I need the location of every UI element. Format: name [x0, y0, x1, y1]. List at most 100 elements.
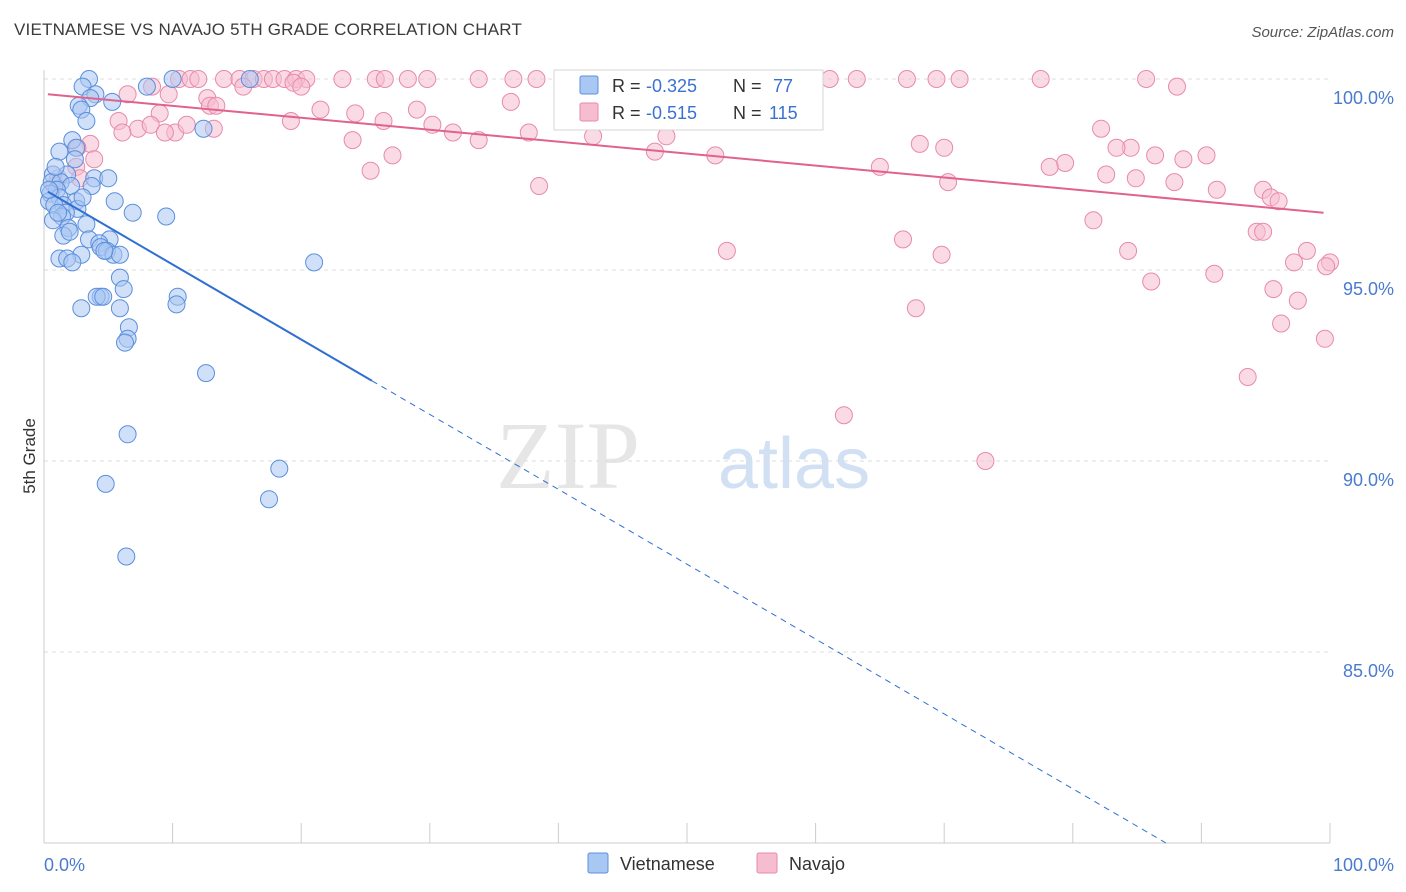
navajo-point [820, 70, 839, 88]
vietnamese-point [167, 295, 186, 314]
vietnamese-point [305, 253, 324, 272]
trend-lines [47, 93, 1324, 844]
legend-n-value-vietnamese: 77 [773, 76, 793, 96]
navajo-point [215, 70, 233, 88]
navajo-point [976, 452, 995, 470]
navajo-point [1207, 180, 1226, 199]
x-axis-ticks [43, 823, 1331, 843]
navajo-point [906, 299, 925, 318]
navajo-point [1315, 329, 1334, 348]
y-tick-label-100: 100.0% [1333, 88, 1394, 108]
vietnamese-point [72, 299, 91, 318]
vietnamese-point [117, 547, 136, 566]
navajo-point [1137, 70, 1156, 88]
vietnamese-point [240, 70, 259, 88]
y-tick-label-90: 90.0% [1343, 470, 1394, 490]
navajo-point [501, 92, 520, 111]
navajo-point [1174, 150, 1193, 169]
legend-swatch-navajo [579, 102, 599, 122]
navajo-point [927, 70, 946, 88]
vietnamese-point [96, 474, 115, 493]
navajo-point [1264, 280, 1283, 299]
navajo-point [519, 123, 538, 142]
navajo-point [292, 77, 311, 96]
y-tick-label-95: 95.0% [1343, 279, 1394, 299]
vietnamese-point [105, 192, 124, 211]
navajo-point [1142, 272, 1161, 291]
navajo-point [1107, 138, 1126, 157]
navajo-point [504, 70, 523, 88]
vietnamese-point [46, 157, 65, 176]
navajo-point [361, 161, 380, 180]
navajo-point [1056, 154, 1075, 172]
watermark-zip: ZIP [496, 402, 640, 509]
vietnamese-point [73, 188, 92, 207]
navajo-point [939, 173, 958, 192]
vietnamese-point [137, 77, 156, 96]
vietnamese-point [163, 70, 182, 88]
navajo-point [418, 70, 437, 88]
navajo-point [847, 70, 866, 88]
navajo-point [1119, 241, 1138, 260]
navajo-point [1317, 257, 1336, 276]
stats-legend-box [553, 69, 824, 131]
vietnamese-point [197, 364, 215, 383]
vietnamese-point [63, 253, 82, 272]
navajo-point [950, 70, 969, 88]
vietnamese-point [110, 299, 129, 318]
vietnamese-point [49, 203, 68, 222]
watermark: ZIP atlas [496, 402, 870, 509]
vietnamese-point [118, 425, 137, 444]
navajo-point [1205, 264, 1224, 283]
chart-source: Source: ZipAtlas.com [1251, 24, 1394, 41]
vietnamese-point [103, 92, 122, 111]
navajo-point [398, 70, 417, 88]
navajo-point [910, 134, 929, 153]
navajo-point [375, 70, 394, 88]
navajo-point [1197, 146, 1216, 165]
navajo-point [1040, 157, 1059, 176]
navajo-point [1254, 222, 1273, 241]
vietnamese-point [194, 119, 213, 138]
navajo-point [1097, 165, 1116, 184]
navajo-point [177, 115, 196, 134]
navajo-point [113, 123, 132, 142]
navajo-point [1272, 314, 1291, 333]
navajo-point [141, 115, 160, 134]
navajo-point [207, 96, 226, 115]
navajo-trend-line [47, 93, 1324, 214]
y-axis-tick-labels: 85.0% 90.0% 95.0% 100.0% [1333, 88, 1394, 681]
vietnamese-trend-line [47, 190, 373, 382]
vietnamese-point [60, 222, 79, 241]
vietnamese-point [260, 490, 278, 509]
navajo-point [407, 100, 426, 119]
y-tick-label-85: 85.0% [1343, 661, 1394, 681]
navajo-point [1092, 119, 1111, 138]
navajo-point [346, 104, 365, 123]
navajo-point [1297, 241, 1316, 260]
legend-n-label-navajo: N = [733, 103, 762, 123]
navajo-point [118, 85, 137, 104]
navajo-point [1285, 253, 1303, 272]
vietnamese-point [65, 150, 84, 169]
legend-r-value-navajo: -0.515 [646, 103, 697, 123]
bottom-legend-label-vietnamese: Vietnamese [620, 854, 715, 874]
vietnamese-point [270, 459, 289, 478]
x-tick-label-max: 100.0% [1333, 855, 1394, 875]
navajo-point [1031, 70, 1050, 88]
vietnamese-point [99, 169, 118, 188]
navajo-point [333, 70, 352, 88]
legend-n-value-navajo: 115 [769, 103, 798, 123]
legend-swatch-vietnamese [579, 75, 599, 95]
legend-r-label-navajo: R = [612, 103, 641, 123]
navajo-point [469, 70, 488, 88]
vietnamese-point [94, 287, 113, 306]
watermark-atlas: atlas [718, 424, 870, 504]
navajo-point [527, 70, 546, 88]
bottom-legend: Vietnamese Navajo [587, 852, 845, 874]
navajo-point [155, 123, 174, 142]
navajo-point [1146, 146, 1165, 165]
navajo-point [717, 241, 736, 260]
navajo-point [343, 131, 362, 150]
